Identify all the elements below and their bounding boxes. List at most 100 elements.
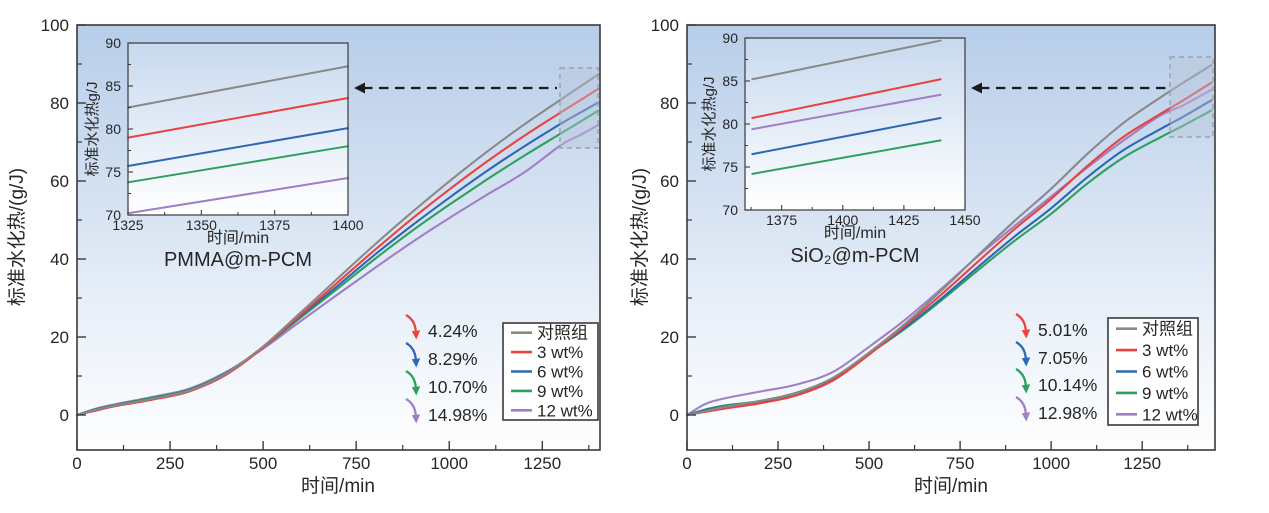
legend-label-3wt: 3 wt% [1142,341,1188,360]
inset-x-tick-label: 1400 [827,212,858,228]
y-tick-label: 80 [50,94,69,113]
annotation-arrow-icon [405,370,417,389]
inset-line-6wt [751,116,942,156]
inset-title: PMMA@m-PCM [164,249,312,271]
inset-line-3wt [751,78,942,119]
x-axis-label: 时间/min [914,475,988,497]
inset-x-tick-label: 1450 [949,212,980,228]
inset-y-axis-label: 标准水化热g/J [84,81,101,176]
x-tick-label: 250 [764,454,792,473]
chart-panel-sio2: 0 250 500 750 1000 1250 0 20 40 60 80 100 时间/min 标准水化… [630,16,1216,497]
inset-x-tick-label: 1350 [186,217,217,233]
inset-y-axis-label: 标准水化热g/J [701,76,718,171]
zoom-pointer-arrowhead-icon [971,82,982,94]
curve-control [685,64,1213,417]
x-tick-label: 1250 [523,454,561,473]
inset-y-tick-label: 80 [105,121,121,137]
inset-y-tick-label: 80 [722,116,738,132]
y-tick-label: 80 [660,94,679,113]
inset-y-tick-label: 75 [105,164,121,180]
inset-line-12wt [751,93,942,131]
legend-label-9wt: 9 wt% [1142,384,1188,403]
y-tick-label: 0 [60,406,69,425]
y-tick-label: 60 [660,172,679,191]
x-tick-label: 500 [855,454,883,473]
inset-y-tick-label: 90 [105,35,121,51]
zoom-region-box [559,67,599,149]
inset-y-tick-label: 70 [722,202,738,218]
x-tick-label: 0 [72,454,81,473]
inset-y-tick-label: 85 [105,78,121,94]
x-tick-label: 0 [682,454,691,473]
annotation-label: 7.05% [1038,348,1088,368]
y-tick-label: 60 [50,172,69,191]
x-tick-label: 500 [249,454,277,473]
annotation-label: 8.29% [428,349,478,369]
annotation-arrow-icon [405,342,417,361]
x-tick-label: 1000 [430,454,468,473]
annotation-arrow-icon [1015,396,1027,415]
inset-line-12wt [127,177,349,215]
x-tick-label: 1000 [1032,454,1070,473]
x-tick-label: 750 [946,454,974,473]
zoom-region-box [1169,56,1214,138]
annotation-label: 10.70% [428,377,487,397]
zoom-pointer-arrowhead-icon [354,82,365,94]
x-tick-label: 250 [156,454,184,473]
annotation-arrowhead-icon [1021,329,1031,339]
annotation-label: 10.14% [1038,375,1097,395]
y-axis-label: 标准水化热/(g/J) [630,168,651,306]
inset-x-tick-label: 1325 [112,217,143,233]
annotation-arrow-icon [1015,341,1027,360]
inset-x-tick-label: 1400 [332,217,363,233]
annotation-label: 5.01% [1038,320,1088,340]
inset-x-axis-label: 时间/min [824,224,886,242]
inset-line-9wt [127,145,349,184]
inset-x-axis-label: 时间/min [207,229,269,247]
y-tick-label: 20 [50,328,69,347]
y-tick-label: 100 [41,16,69,35]
legend-label-6wt: 6 wt% [1142,363,1188,382]
inset-line-9wt [751,139,942,175]
inset-line-3wt [127,97,349,139]
inset-line-control [751,39,942,81]
x-tick-label: 750 [342,454,370,473]
plot-frame [76,24,601,451]
annotation-label: 12.98% [1038,403,1097,423]
y-tick-label: 0 [670,406,679,425]
legend-label-12wt: 12 wt% [537,401,593,420]
legend-label-control: 对照组 [1142,320,1193,339]
annotation-arrowhead-icon [1021,384,1031,394]
inset-y-tick-label: 75 [722,159,738,175]
inset-x-tick-label: 1375 [259,217,290,233]
inset-x-tick-label: 1375 [766,212,797,228]
annotation-arrowhead-icon [1021,412,1031,422]
y-tick-label: 40 [50,250,69,269]
annotation-arrow-icon [1015,313,1027,332]
legend-label-12wt: 12 wt% [1142,405,1198,424]
curve-12wt [685,88,1213,417]
legend-label-6wt: 6 wt% [537,363,583,382]
legend-label-3wt: 3 wt% [537,343,583,362]
annotation-arrow-icon [405,314,417,333]
annotation-arrowhead-icon [411,358,421,368]
legend-label-9wt: 9 wt% [537,382,583,401]
legend-label-control: 对照组 [537,324,588,343]
annotation-arrowhead-icon [411,386,421,396]
inset-background [128,43,348,215]
x-tick-label: 1250 [1123,454,1161,473]
inset-line-6wt [127,127,349,167]
annotation-arrow-icon [405,398,417,417]
annotation-arrow-icon [1015,368,1027,387]
x-axis-label: 时间/min [301,475,375,497]
inset-title: SiO₂@m-PCM [790,245,919,267]
annotation-label: 4.24% [428,321,478,341]
y-tick-label: 100 [651,16,679,35]
inset-line-control [127,65,349,109]
inset-x-tick-label: 1425 [888,212,919,228]
annotation-arrowhead-icon [1021,357,1031,367]
y-axis-label: 标准水化热/(g/J) [6,168,28,306]
annotation-label: 14.98% [428,405,487,425]
curve-3wt [685,81,1213,417]
